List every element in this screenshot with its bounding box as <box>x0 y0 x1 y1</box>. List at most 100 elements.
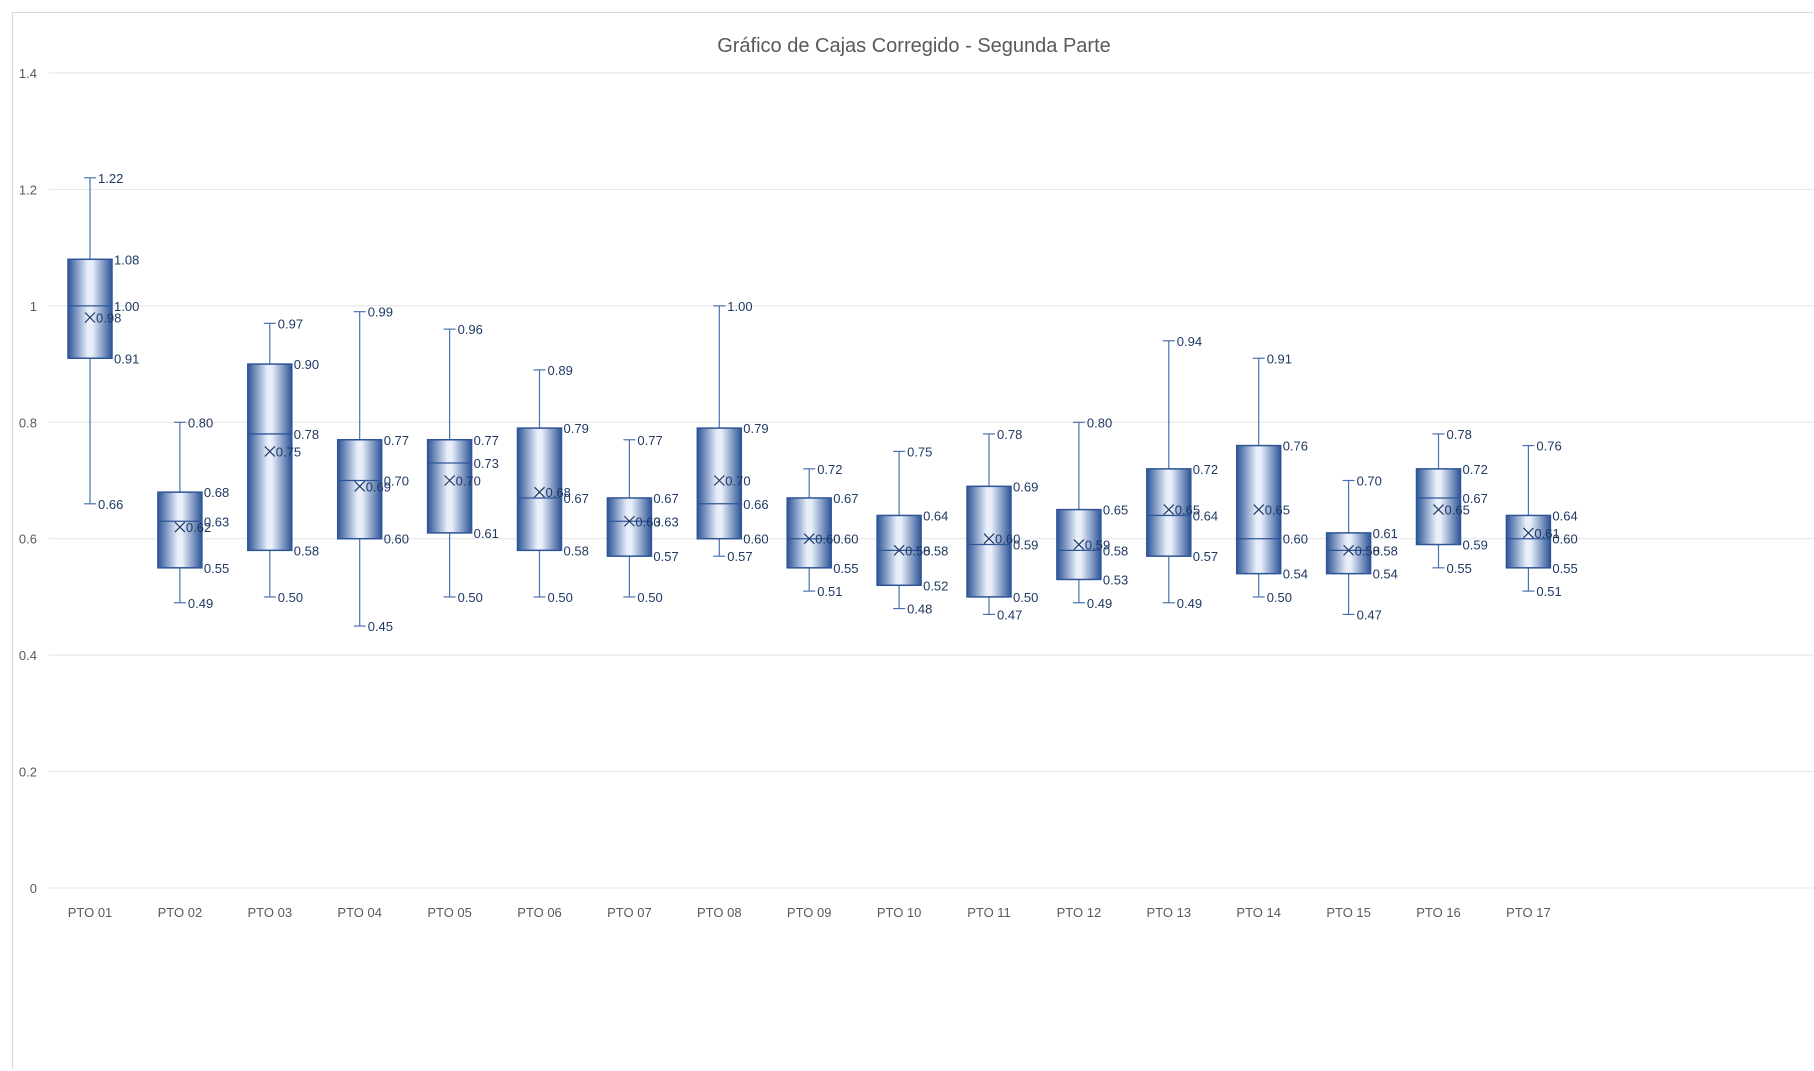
mean-marker <box>1253 504 1265 516</box>
x-tick-label: PTO 12 <box>1057 905 1102 920</box>
data-label-q1: 0.58 <box>564 543 589 558</box>
data-label-max: 0.76 <box>1536 439 1561 454</box>
data-label-mean: 0.63 <box>635 514 660 529</box>
data-label-q1: 0.52 <box>923 578 948 593</box>
box-pto-05: 0.96 0.77 0.73 0.61 0.50 0.70 <box>426 322 499 605</box>
grid-layer <box>49 72 1814 889</box>
x-tick-label: PTO 11 <box>967 905 1011 920</box>
data-label-max: 0.89 <box>548 363 573 378</box>
data-label-median: 0.64 <box>1193 508 1218 523</box>
x-tick-label: PTO 02 <box>158 905 203 920</box>
data-label-min: 0.47 <box>997 607 1022 622</box>
data-label-max: 0.80 <box>1087 415 1112 430</box>
data-label-mean: 0.68 <box>546 485 571 500</box>
data-label-mean: 0.65 <box>1265 503 1290 518</box>
data-label-median: 0.67 <box>564 491 589 506</box>
box-pto-17: 0.76 0.64 0.60 0.55 0.51 0.61 <box>1505 439 1578 599</box>
chart-title: Gráfico de Cajas Corregido - Segunda Par… <box>717 35 1111 57</box>
box-pto-12: 0.80 0.65 0.58 0.53 0.49 0.59 <box>1056 415 1128 611</box>
data-label-q3: 0.72 <box>1193 462 1218 477</box>
box-pto-15: 0.70 0.61 0.58 0.54 0.47 0.58 <box>1325 474 1398 622</box>
y-axis-ticks: 0 0.2 0.4 0.6 0.8 1 1.2 1.4 <box>19 66 37 896</box>
data-label-max: 0.70 <box>1357 474 1382 489</box>
x-tick-label: PTO 06 <box>517 905 562 920</box>
mean-marker <box>264 445 276 457</box>
data-label-max: 0.96 <box>458 322 483 337</box>
data-label-q3: 0.64 <box>1552 508 1577 523</box>
boxes-layer: 1.22 1.08 1.00 0.91 0.66 0.98 0.80 0.68 0.63 0.55… <box>67 171 1578 634</box>
mean-marker <box>354 480 366 492</box>
data-label-min: 0.50 <box>637 590 662 605</box>
x-tick-label: PTO 15 <box>1326 905 1371 920</box>
data-label-median: 0.67 <box>1463 491 1488 506</box>
data-label-q3: 0.72 <box>1463 462 1488 477</box>
box-iqr <box>516 427 563 552</box>
data-label-q3: 0.61 <box>1373 526 1398 541</box>
data-label-mean: 0.70 <box>456 474 481 489</box>
box-iqr <box>247 363 293 552</box>
data-label-mean: 0.61 <box>1534 526 1559 541</box>
y-tick-label: 0.4 <box>19 648 37 663</box>
data-label-max: 0.99 <box>368 305 393 320</box>
mean-marker <box>1073 539 1085 550</box>
data-label-median: 0.59 <box>1013 538 1038 553</box>
data-label-min: 0.47 <box>1357 607 1382 622</box>
box-pto-03: 0.97 0.90 0.78 0.58 0.50 0.75 <box>247 316 319 605</box>
mean-marker <box>1433 504 1444 516</box>
data-label-q3: 0.77 <box>474 433 499 448</box>
data-label-q3: 0.68 <box>204 485 229 500</box>
data-label-median: 0.60 <box>1552 532 1577 547</box>
mean-marker <box>983 533 995 545</box>
data-label-median: 1.00 <box>114 299 139 314</box>
box-iqr <box>426 439 473 534</box>
data-label-median: 0.73 <box>474 456 499 471</box>
data-label-q1: 0.59 <box>1463 538 1488 553</box>
box-plot: 00.20.40.60.811.21.4 PTO 01 PTO 02 PTO 03 P… <box>19 66 1814 920</box>
y-tick-label: 0.2 <box>19 765 37 780</box>
mean-marker <box>1163 504 1175 516</box>
data-label-q1: 0.55 <box>1552 561 1577 576</box>
data-label-q3: 0.79 <box>743 421 768 436</box>
data-label-q3: 0.77 <box>384 433 409 448</box>
box-pto-11: 0.78 0.69 0.59 0.50 0.47 0.60 <box>966 427 1038 622</box>
data-label-median: 0.58 <box>1373 543 1398 558</box>
data-label-q1: 0.57 <box>1193 549 1218 564</box>
box-iqr <box>1505 514 1552 569</box>
x-tick-label: PTO 07 <box>607 905 652 920</box>
box-iqr <box>1325 532 1372 575</box>
data-label-max: 1.22 <box>98 171 123 186</box>
data-label-q3: 0.90 <box>294 357 319 372</box>
x-tick-label: PTO 01 <box>68 905 113 920</box>
data-label-min: 0.50 <box>458 590 483 605</box>
data-label-mean: 0.98 <box>96 311 121 326</box>
box-iqr <box>1235 444 1282 575</box>
data-label-mean: 0.58 <box>1355 543 1380 558</box>
mean-marker <box>893 544 905 556</box>
box-pto-13: 0.94 0.72 0.64 0.57 0.49 0.65 <box>1146 334 1218 611</box>
mean-marker <box>1343 544 1355 556</box>
data-label-max: 0.97 <box>278 316 303 331</box>
mean-marker <box>1522 527 1534 539</box>
data-label-mean: 0.62 <box>186 520 211 535</box>
box-pto-06: 0.89 0.79 0.67 0.58 0.50 0.68 <box>516 363 589 605</box>
x-tick-label: PTO 09 <box>787 905 832 920</box>
data-label-min: 0.45 <box>368 619 393 634</box>
data-label-q3: 0.67 <box>833 491 858 506</box>
box-iqr <box>1415 468 1462 546</box>
y-tick-label: 0.6 <box>19 532 37 547</box>
y-tick-label: 0 <box>30 881 37 896</box>
data-label-min: 0.50 <box>1267 590 1292 605</box>
data-label-median: 0.58 <box>923 543 948 558</box>
data-label-max: 0.78 <box>1447 427 1472 442</box>
data-label-min: 0.55 <box>1447 561 1472 576</box>
box-iqr <box>696 427 743 540</box>
y-tick-label: 0.8 <box>19 415 37 430</box>
data-label-min: 0.51 <box>1536 584 1561 599</box>
mean-marker <box>803 533 815 545</box>
data-label-max: 0.77 <box>637 433 662 448</box>
data-label-median: 0.78 <box>294 427 319 442</box>
box-pto-04: 0.99 0.77 0.70 0.60 0.45 0.69 <box>336 305 409 634</box>
data-label-min: 0.57 <box>727 549 752 564</box>
box-iqr <box>966 485 1012 598</box>
data-label-q1: 0.61 <box>474 526 499 541</box>
